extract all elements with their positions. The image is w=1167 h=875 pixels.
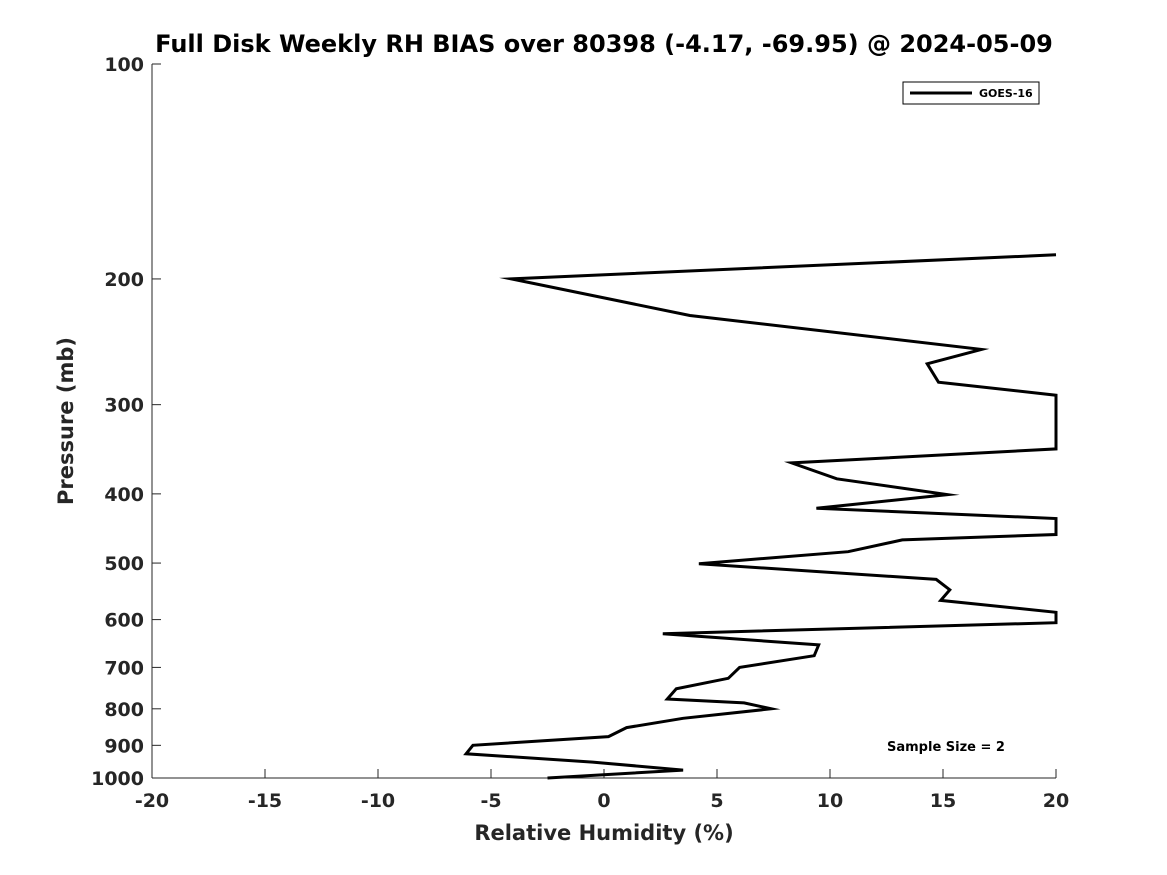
y-tick-label: 100	[104, 54, 144, 76]
sample-size-annotation: Sample Size = 2	[887, 740, 1005, 755]
y-tick-label: 800	[104, 699, 144, 721]
y-tick-label: 400	[104, 484, 144, 506]
x-tick-label: 10	[817, 790, 843, 812]
y-tick-label: 900	[104, 735, 144, 757]
x-tick-label: 15	[930, 790, 956, 812]
chart-title: Full Disk Weekly RH BIAS over 80398 (-4.…	[155, 30, 1053, 58]
x-axis-label: Relative Humidity (%)	[474, 821, 733, 845]
legend: GOES-16	[902, 81, 1040, 105]
x-tick-label: -15	[248, 790, 282, 812]
x-tick-label: 5	[710, 790, 723, 812]
y-tick-label: 700	[104, 657, 144, 679]
axes: -20 -15 -10 -5 0 5 10 15 20 100 200 300 400 500 600 700…	[91, 54, 1069, 812]
y-tick-label: 200	[104, 269, 144, 291]
x-tick-label: 20	[1043, 790, 1069, 812]
x-tick-label: -5	[480, 790, 501, 812]
y-tick-label: 500	[104, 553, 144, 575]
x-tick-label: 0	[597, 790, 610, 812]
y-axis-label: Pressure (mb)	[54, 337, 78, 505]
y-tick-label: 1000	[91, 768, 144, 790]
series-lines	[463, 253, 1058, 780]
series-line-goes-16	[463, 253, 1058, 780]
x-tick-label: -10	[361, 790, 395, 812]
y-tick-label: 600	[104, 610, 144, 632]
x-tick-label: -20	[135, 790, 169, 812]
legend-label-goes-16: GOES-16	[979, 87, 1033, 100]
y-tick-label: 300	[104, 395, 144, 417]
